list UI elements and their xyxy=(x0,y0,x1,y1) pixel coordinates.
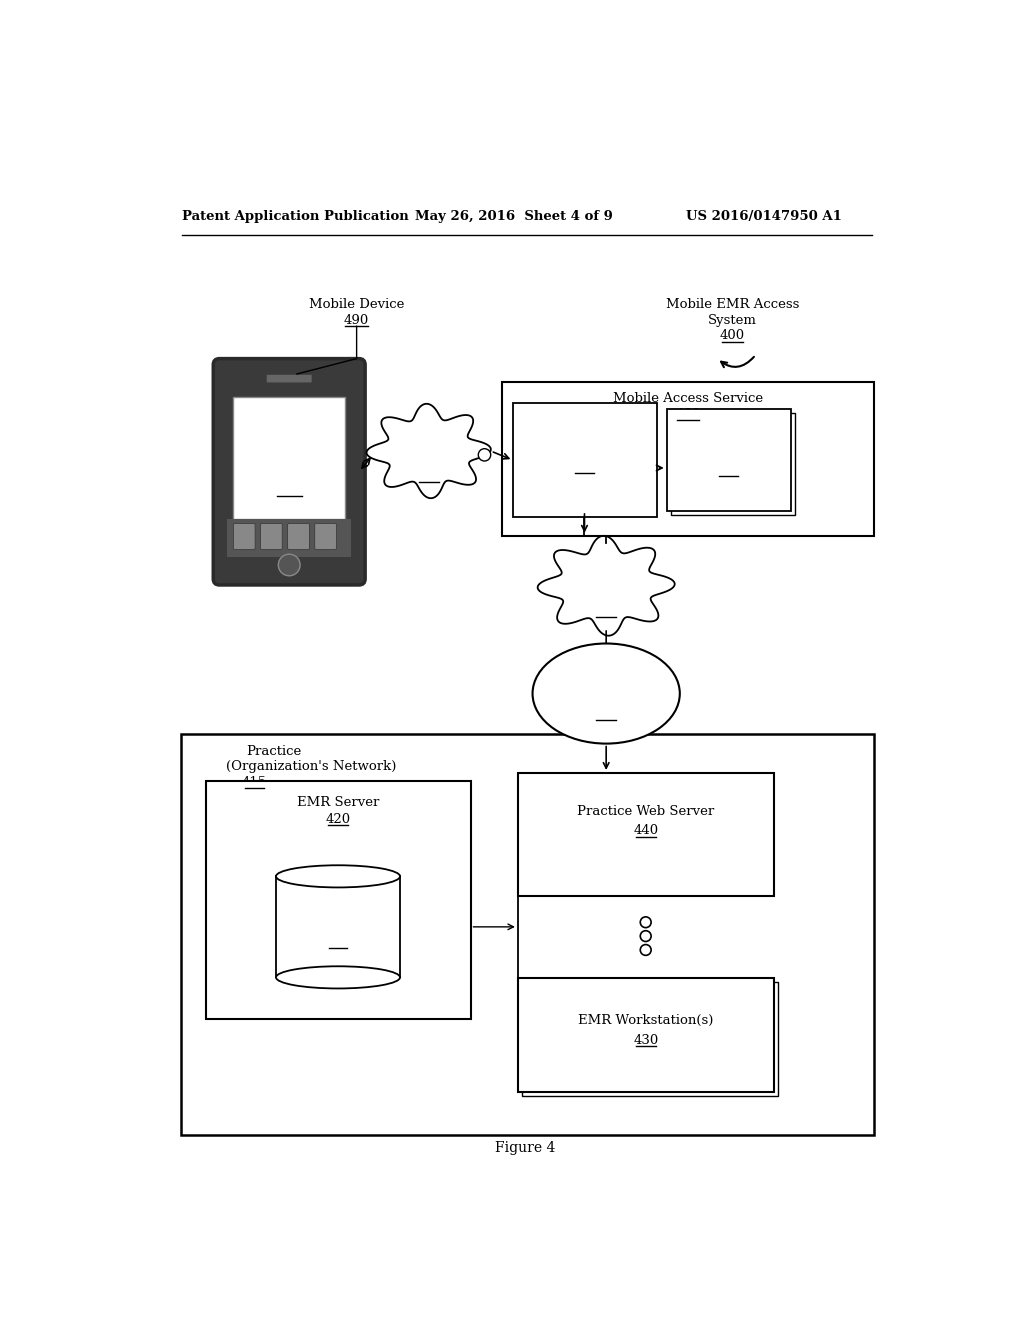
Text: Server: Server xyxy=(563,444,605,455)
Circle shape xyxy=(607,558,640,591)
Bar xyxy=(667,409,791,511)
Ellipse shape xyxy=(532,644,680,743)
Polygon shape xyxy=(367,404,490,498)
Bar xyxy=(227,519,351,557)
Text: Mobile Device: Mobile Device xyxy=(309,298,404,312)
Bar xyxy=(672,413,796,515)
Circle shape xyxy=(604,582,637,615)
FancyBboxPatch shape xyxy=(288,524,309,549)
Text: Practice Web Server: Practice Web Server xyxy=(578,805,715,818)
Text: Database: Database xyxy=(308,919,368,932)
Text: 455: 455 xyxy=(594,603,618,616)
Text: Web: Web xyxy=(274,453,303,466)
Bar xyxy=(180,734,874,1135)
Text: Network: Network xyxy=(401,437,457,450)
Bar xyxy=(276,876,400,977)
Ellipse shape xyxy=(276,866,400,887)
Text: (Firewall): (Firewall) xyxy=(575,690,637,704)
Circle shape xyxy=(621,572,652,605)
Text: Practice: Practice xyxy=(246,744,301,758)
Text: System: System xyxy=(708,314,757,326)
Bar xyxy=(522,982,778,1096)
Circle shape xyxy=(430,426,460,455)
Text: May 26, 2016  Sheet 4 of 9: May 26, 2016 Sheet 4 of 9 xyxy=(415,210,612,223)
FancyBboxPatch shape xyxy=(233,524,255,549)
Text: US 2016/0147950 A1: US 2016/0147950 A1 xyxy=(686,210,842,223)
Text: Web Pages: Web Pages xyxy=(694,445,763,458)
Text: Mobile EMR: Mobile EMR xyxy=(689,430,768,444)
Bar xyxy=(206,780,471,1019)
Circle shape xyxy=(407,445,440,478)
Text: 415: 415 xyxy=(242,776,267,788)
Text: 460: 460 xyxy=(676,408,701,421)
Text: EMR: EMR xyxy=(272,437,306,450)
Polygon shape xyxy=(538,536,675,636)
Circle shape xyxy=(587,556,620,589)
Text: Patent Application Publication: Patent Application Publication xyxy=(182,210,409,223)
Circle shape xyxy=(441,438,471,467)
Bar xyxy=(518,774,773,896)
Bar xyxy=(676,417,800,519)
Text: 400: 400 xyxy=(720,329,745,342)
Circle shape xyxy=(568,562,603,597)
Text: 495: 495 xyxy=(276,483,302,496)
Bar xyxy=(503,381,874,536)
Text: 425: 425 xyxy=(327,936,350,949)
Circle shape xyxy=(279,554,300,576)
FancyBboxPatch shape xyxy=(266,375,311,383)
Text: Page(s): Page(s) xyxy=(264,469,314,482)
Text: Proxy Web: Proxy Web xyxy=(551,428,618,441)
Bar xyxy=(527,986,783,1100)
Text: 420: 420 xyxy=(326,813,350,825)
Text: 440: 440 xyxy=(633,824,658,837)
Circle shape xyxy=(395,445,420,470)
FancyBboxPatch shape xyxy=(314,524,337,549)
Text: EMR: EMR xyxy=(323,903,353,916)
Text: Network: Network xyxy=(579,570,634,583)
Text: (Internet): (Internet) xyxy=(575,585,637,598)
Circle shape xyxy=(427,449,457,478)
Circle shape xyxy=(478,449,490,461)
Text: 495: 495 xyxy=(717,463,740,477)
Text: Mobile: Mobile xyxy=(266,422,312,436)
Bar xyxy=(513,404,656,517)
FancyBboxPatch shape xyxy=(260,524,283,549)
Text: 465: 465 xyxy=(572,459,596,473)
Text: 455: 455 xyxy=(417,469,440,482)
Text: Figure 4: Figure 4 xyxy=(495,1140,555,1155)
Text: 430: 430 xyxy=(633,1034,658,1047)
Text: EMR Workstation(s): EMR Workstation(s) xyxy=(578,1014,714,1027)
Text: (Organization's Network): (Organization's Network) xyxy=(225,760,396,774)
Text: EMR Server: EMR Server xyxy=(297,796,379,809)
Circle shape xyxy=(582,578,618,615)
Bar xyxy=(518,978,773,1093)
Circle shape xyxy=(394,429,426,461)
Text: (Internet): (Internet) xyxy=(398,453,460,465)
Text: 450: 450 xyxy=(594,708,618,721)
Ellipse shape xyxy=(276,966,400,989)
Circle shape xyxy=(412,424,440,453)
Text: Mobile Access Service: Mobile Access Service xyxy=(613,392,763,405)
FancyBboxPatch shape xyxy=(213,359,366,585)
Text: 490: 490 xyxy=(344,314,370,326)
Text: Mobile EMR Access: Mobile EMR Access xyxy=(666,298,799,312)
Text: Interface: Interface xyxy=(578,675,635,688)
Bar xyxy=(233,397,345,519)
Circle shape xyxy=(569,578,597,606)
